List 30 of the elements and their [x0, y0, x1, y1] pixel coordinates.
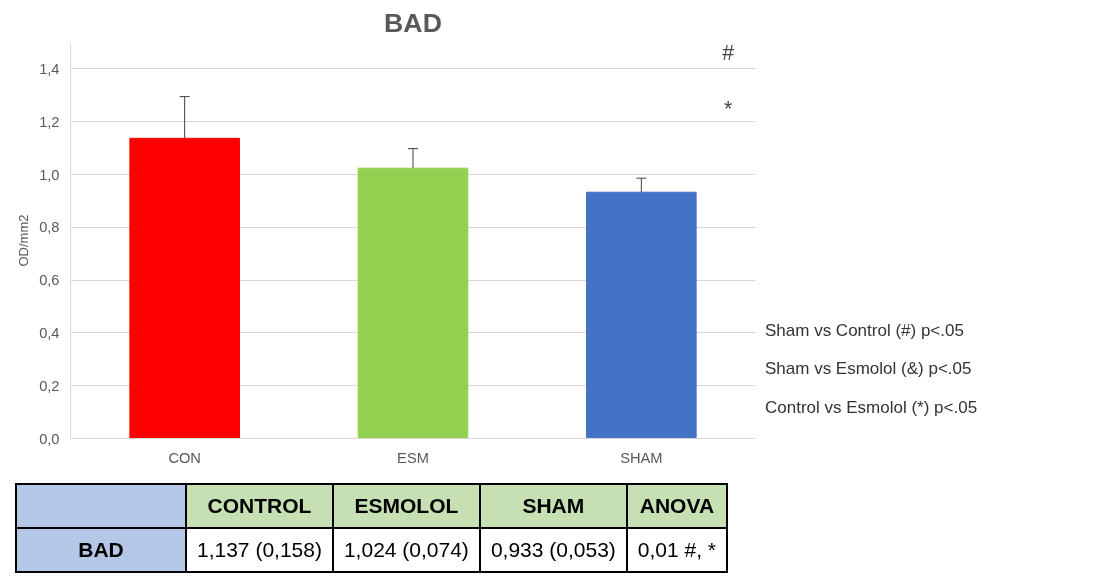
text: Sham vs Esmolol (&) p<.05	[765, 358, 973, 381]
y-axis-title: OD/mm2	[16, 214, 32, 267]
bar	[129, 137, 240, 439]
data-label: 1,024 (0,074)	[332, 528, 480, 572]
y-tick-label: 1,0	[39, 166, 60, 183]
y-tick-label: 0,2	[39, 377, 60, 394]
y-tick-label: 1,2	[39, 113, 60, 130]
y-tick-label: 0,0	[39, 430, 60, 447]
bar	[586, 191, 697, 439]
text: 0,01 #, *	[626, 528, 728, 572]
x-tick-label: CON	[168, 449, 201, 466]
text: CONTROL	[186, 484, 333, 528]
chart-title: BAD	[384, 7, 442, 38]
text: Control vs Esmolol (*) p<.05	[765, 396, 978, 419]
text: ESMOLOL	[332, 484, 480, 528]
text: SHAM	[479, 484, 627, 528]
data-label: 0,933 (0,053)	[479, 528, 627, 572]
x-tick-label: ESM	[397, 449, 429, 466]
y-tick-label: 0,4	[39, 324, 60, 341]
text: BAD	[16, 528, 186, 572]
data-label: 1,137 (0,158)	[186, 528, 333, 572]
annotation: *	[723, 96, 733, 121]
y-tick-label: 0,8	[39, 219, 60, 236]
annotation: #	[722, 41, 735, 66]
bar	[357, 167, 469, 439]
text: ANOVA	[626, 484, 728, 528]
y-tick-label: 0,6	[39, 272, 60, 289]
x-tick-label: SHAM	[620, 449, 663, 466]
text: Sham vs Control (#) p<.05	[765, 320, 965, 342]
y-tick-label: 1,4	[39, 60, 60, 77]
